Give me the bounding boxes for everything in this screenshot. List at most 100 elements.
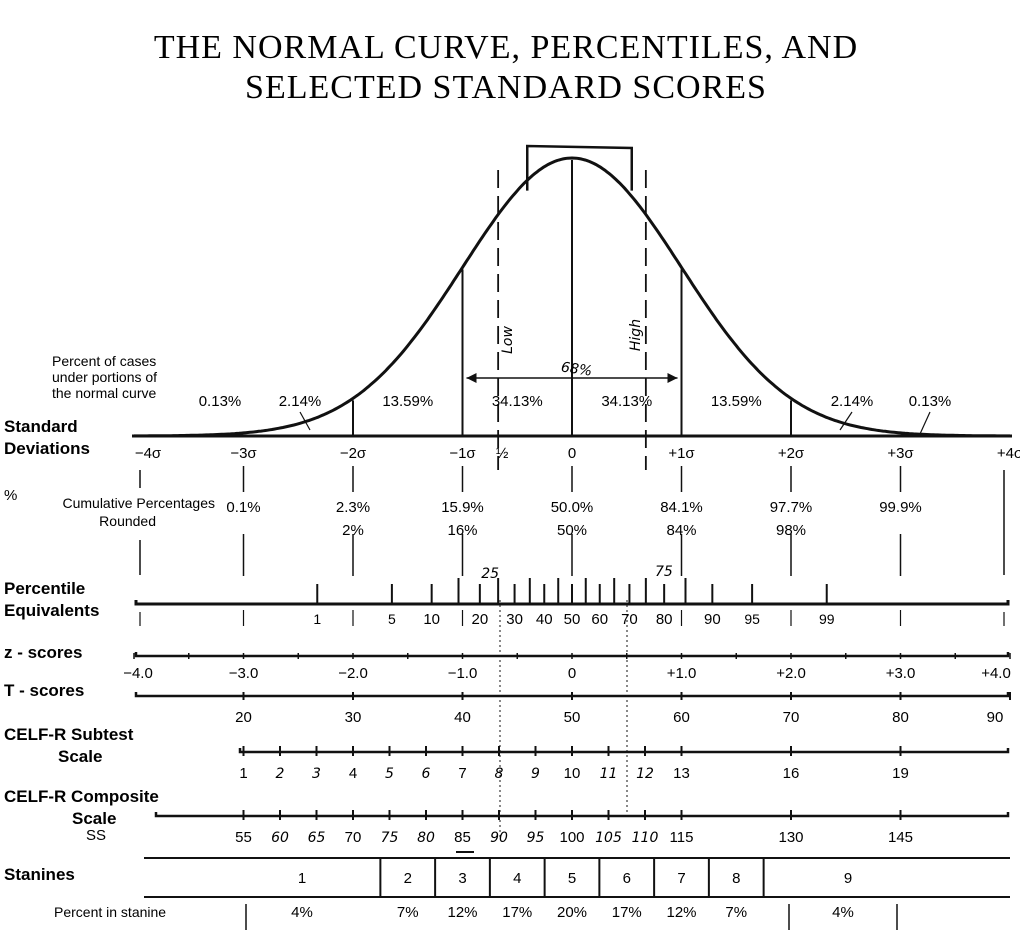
celf-subtest-tick-label: 7 — [458, 765, 466, 782]
sd-tick-label: 0 — [568, 445, 576, 462]
t-tick-label: 70 — [783, 709, 800, 726]
stanine-percent: 12% — [447, 904, 477, 921]
z-tick-label: +2.0 — [776, 665, 806, 682]
cumulative-exact: 50.0% — [551, 499, 594, 516]
celf-subtest-tick-label: 8 — [495, 766, 504, 782]
cumulative-exact: 0.1% — [226, 499, 260, 516]
celf-subtest-tick-label: 2 — [276, 766, 285, 782]
stanine-percent: 4% — [832, 904, 854, 921]
percentile-label: 5 — [388, 611, 396, 627]
celf-subtest-tick-label: 12 — [636, 766, 654, 782]
t-tick-label: 50 — [564, 709, 581, 726]
stanine-percent: 7% — [397, 904, 419, 921]
pct68-arrow-left — [466, 373, 477, 383]
area-percent-label: 34.13% — [492, 393, 543, 410]
percentile-row-label: Equivalents — [4, 601, 99, 620]
cumulative-exact: 97.7% — [770, 499, 813, 516]
celf-composite-tick-label: 55 — [235, 829, 252, 846]
area-percent-label: 34.13% — [601, 393, 652, 410]
percentile-label: 1 — [313, 611, 321, 627]
area-percent-label: 0.13% — [909, 393, 952, 410]
z-tick-label: 0 — [568, 665, 576, 682]
stanine-number: 8 — [732, 870, 740, 887]
celf-subtest-tick-label: 11 — [600, 766, 618, 782]
cumulative-rounded: 2% — [342, 522, 364, 539]
celf-subtest-tick-label: 13 — [673, 765, 690, 782]
celf-subtest-axis — [238, 748, 1010, 754]
cumulative-label-line: Cumulative Percentages — [62, 495, 215, 511]
area-percent-label: 13.59% — [382, 393, 433, 410]
percentile-label: 80 — [656, 611, 673, 628]
stanine-percent: 20% — [557, 904, 587, 921]
celf-subtest-tick-label: 9 — [531, 766, 540, 782]
celf-composite-tick-label: 90 — [490, 830, 508, 846]
percentile-label: 10 — [423, 611, 440, 628]
title-line-2: SELECTED STANDARD SCORES — [245, 69, 767, 106]
percentile-label: 40 — [536, 611, 553, 628]
areas-caption-line: Percent of cases — [52, 353, 156, 369]
area-percent-label: 0.13% — [199, 393, 242, 410]
cumulative-label-line: Rounded — [99, 513, 156, 529]
celf-subtest-tick-label: 4 — [349, 765, 357, 782]
percentile-label: 70 — [621, 611, 638, 628]
z-tick-label: −4.0 — [123, 665, 153, 682]
celf-composite-tick-label: 100 — [559, 829, 584, 846]
celf-composite-tick-label: 105 — [595, 830, 622, 846]
stanine-percent: 17% — [612, 904, 642, 921]
z-scores-label: z - scores — [4, 643, 82, 662]
area-pointer — [839, 411, 853, 431]
stanine-number: 1 — [298, 870, 306, 887]
celf-composite-label: CELF-R Composite — [4, 787, 159, 806]
celf-composite-tick-label: 70 — [345, 829, 362, 846]
cumulative-exact: 2.3% — [336, 499, 370, 516]
t-tick-label: 40 — [454, 709, 471, 726]
area-percent-label: 2.14% — [831, 393, 874, 410]
celf-composite-axis — [154, 812, 1010, 818]
sd-tick-label: −3σ — [230, 445, 257, 462]
cumulative-exact: 99.9% — [879, 499, 922, 516]
t-tick-label: 90 — [987, 709, 1004, 726]
sd-tick-label: −4σ — [135, 445, 162, 462]
sd-tick-label: +2σ — [778, 445, 805, 462]
stanines-label: Stanines — [4, 865, 75, 884]
sd-tick-label: +3σ — [887, 445, 914, 462]
celf-composite-tick-label: 110 — [632, 830, 659, 846]
cumulative-rounded: 84% — [666, 522, 696, 539]
area-percent-label: 13.59% — [711, 393, 762, 410]
celf-composite-tick-label: 65 — [308, 830, 326, 846]
cumulative-exact: 84.1% — [660, 499, 703, 516]
percentile-label: 60 — [591, 611, 608, 628]
title-line-1: THE NORMAL CURVE, PERCENTILES, AND — [154, 29, 858, 66]
pct68-annotation: 68% — [560, 360, 593, 380]
cumulative-mark: % — [4, 487, 17, 504]
celf-subtest-tick-label: 19 — [892, 765, 909, 782]
percentile-row-label: Percentile — [4, 579, 85, 598]
z-tick-label: +1.0 — [667, 665, 697, 682]
area-pointer — [919, 411, 931, 435]
interquartile-box — [526, 144, 633, 191]
stanine-number: 4 — [513, 870, 521, 887]
celf-composite-tick-label: 60 — [271, 830, 289, 846]
half-annotation: ½ — [496, 445, 509, 462]
areas-caption-line: under portions of — [52, 369, 157, 385]
stanine-number: 6 — [623, 870, 631, 887]
sd-row-label: Deviations — [4, 439, 90, 458]
celf-subtest-tick-label: 10 — [564, 765, 581, 782]
sd-tick-label: −2σ — [340, 445, 367, 462]
celf-subtest-label: Scale — [58, 747, 102, 766]
z-tick-label: −3.0 — [229, 665, 259, 682]
percentile-label: 30 — [506, 611, 523, 628]
stanine-table: Stanines Percent in stanine 1 4% 2 7% 3 12% 4 17%… — [4, 857, 1010, 930]
p75-annotation: 75 — [655, 564, 673, 580]
stanine-number: 2 — [404, 870, 412, 887]
celf-subtest-label: CELF-R Subtest — [4, 725, 134, 744]
z-tick-label: −2.0 — [338, 665, 368, 682]
celf-subtest-tick-label: 6 — [422, 766, 431, 782]
percentile-label: 50 — [564, 611, 581, 628]
celf-composite-tick-label: 115 — [670, 829, 694, 846]
percentile-label: 90 — [704, 611, 721, 628]
percentile-label: 99 — [819, 611, 835, 627]
ss-label: SS — [86, 827, 106, 844]
